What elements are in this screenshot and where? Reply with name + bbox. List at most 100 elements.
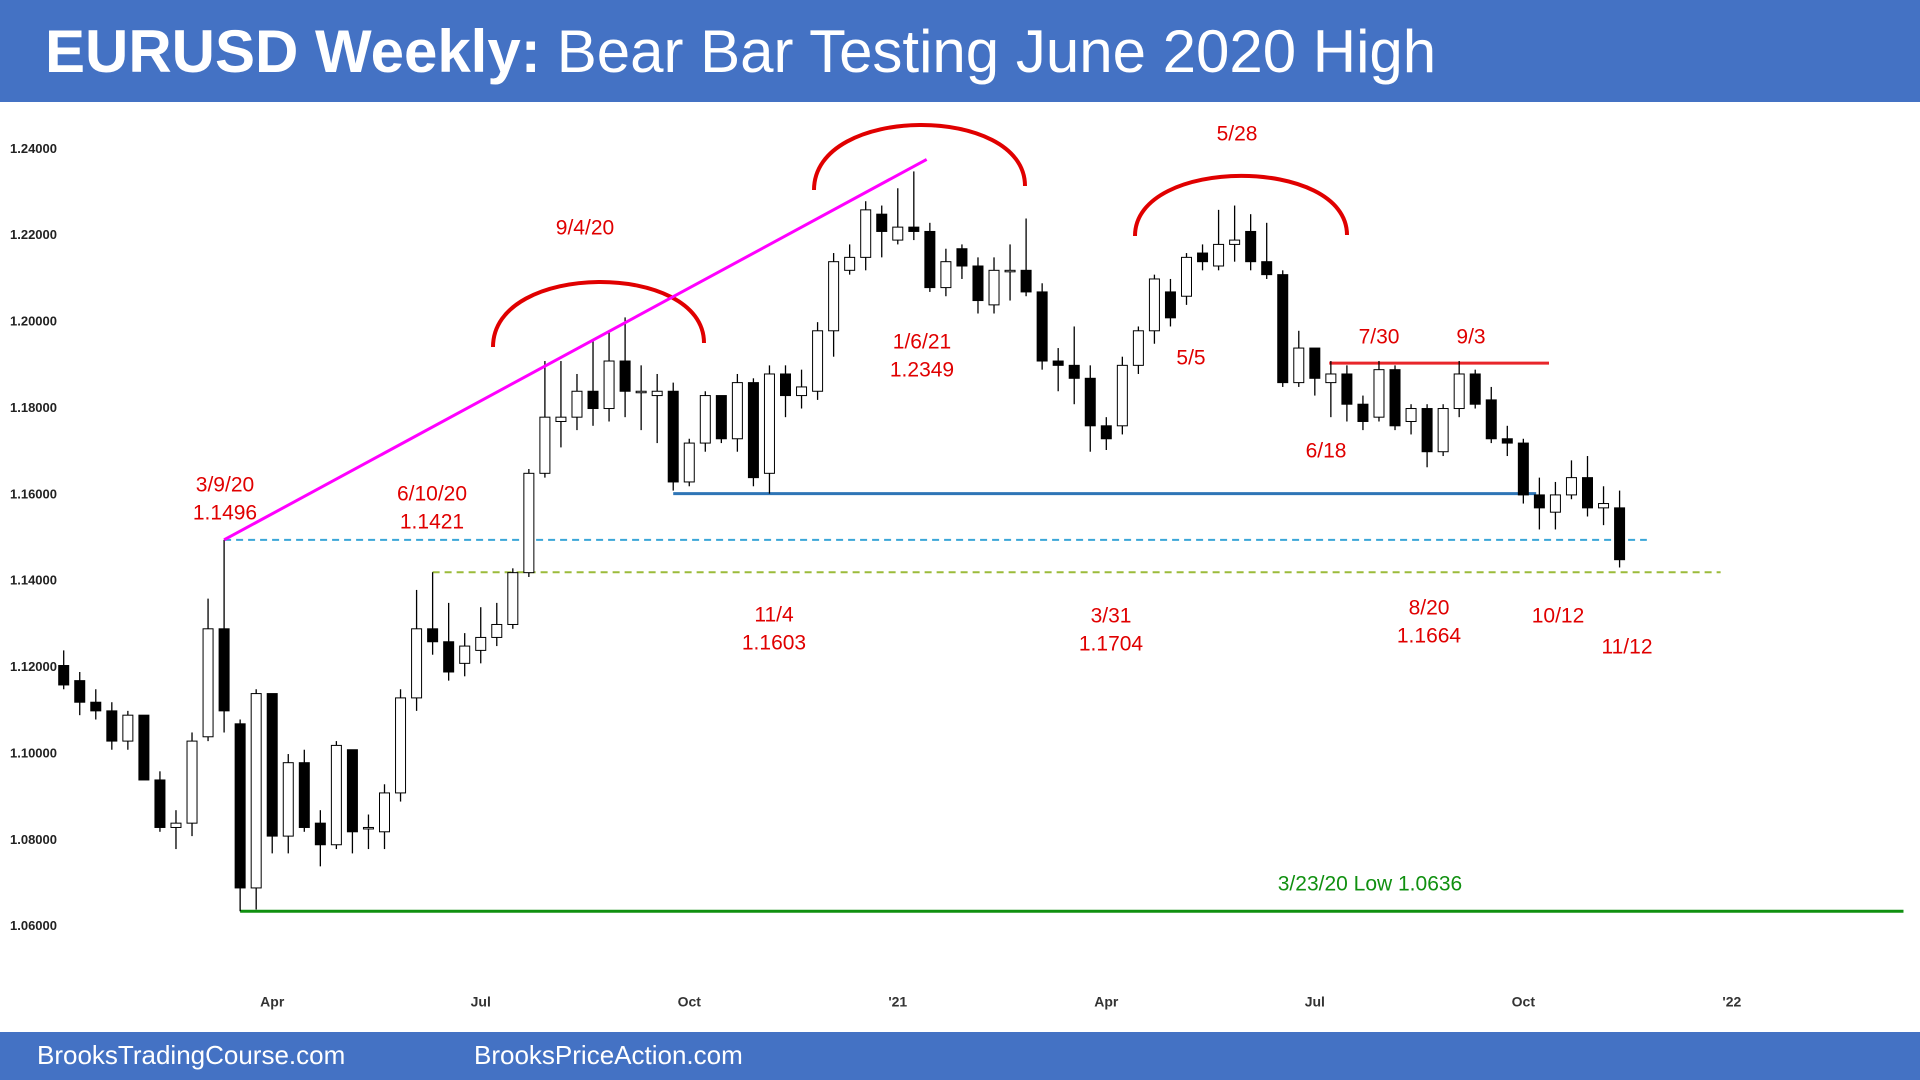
candle-body [1213,243,1225,267]
candle-body [1565,477,1577,496]
annotation: 11/12 [1602,636,1653,659]
candle-body [651,390,663,397]
candle-body [1389,369,1401,427]
candle-body [908,226,920,232]
candle-body [523,472,535,574]
candle-body [1261,261,1273,276]
candle-body [443,641,455,673]
candle-body [1614,507,1626,561]
candle-body [587,390,599,410]
candle-body [1437,408,1449,453]
annotation: 3/9/20 [196,474,254,497]
chart-title: EURUSD Weekly: Bear Bar Testing June 2020… [45,18,1436,85]
candle-body [1164,291,1176,319]
annotation: 10/12 [1532,605,1585,628]
y-tick-label: 1.08000 [10,832,57,847]
candle-body [683,442,695,483]
candle-body [1309,347,1321,379]
annotation: 1.1421 [400,511,464,534]
candle-body [475,636,487,651]
candle-body [1549,494,1561,513]
candle-body [892,226,904,241]
y-tick-label: 1.16000 [10,486,57,501]
candle-body [250,693,262,889]
annotation: 6/10/20 [397,483,467,506]
x-tick-label: Jul [1305,994,1325,1010]
footer-band [0,1032,1920,1080]
candle-body [940,261,952,289]
title-rest: Bear Bar Testing June 2020 High [557,18,1436,85]
arc [812,123,1027,191]
candle-body [1245,230,1257,263]
annotation: 6/18 [1306,440,1347,463]
annotation: 5/28 [1217,123,1258,146]
x-tick-label: Oct [1512,994,1536,1010]
candle-body [1485,399,1497,440]
candle-body [1148,278,1160,332]
candle-body [763,373,775,474]
candle-body [667,390,679,483]
candle-body [1533,494,1545,509]
candle-body [619,360,631,392]
candle-body [747,382,759,479]
candle-body [1100,425,1112,440]
candle-body [427,628,439,643]
y-tick-label: 1.10000 [10,745,57,760]
candle-body [154,779,166,828]
candle-body [988,269,1000,306]
candle-body [1277,274,1289,384]
candle-body [314,822,326,846]
title-bold: EURUSD Weekly: [45,18,541,85]
annotation: 3/23/20 Low 1.0636 [1278,873,1463,896]
y-tick-label: 1.12000 [10,659,57,674]
annotation: 9/4/20 [556,217,614,240]
candle-body [1052,360,1064,366]
candle-body [1501,438,1513,444]
candle-body [1469,373,1481,405]
candle-body [1373,369,1385,418]
arc [1133,173,1349,237]
annotation: 1.1704 [1079,633,1144,656]
candle-body [1453,373,1465,410]
candle-body [1004,269,1016,273]
y-tick-label: 1.14000 [10,573,57,588]
annotation: 1.2349 [890,359,954,382]
candle-body [1517,442,1529,496]
candle-body [1132,330,1144,366]
candle-body [603,360,615,410]
x-tick-label: '21 [888,994,907,1010]
arcs [491,123,1349,348]
candle-body [218,628,230,712]
annotation: 11/4 [754,604,794,627]
candle-body [459,645,471,664]
candle-body [972,265,984,302]
candle-body [138,714,150,781]
candle-body [715,395,727,440]
candle-body [1582,477,1593,509]
candle-body [1325,373,1337,384]
candle-body [796,386,808,397]
x-tick-label: Apr [260,994,285,1010]
candle-body [1084,377,1096,427]
candle-body [346,749,358,833]
y-tick-label: 1.20000 [10,314,57,329]
candle-body [1293,347,1305,384]
y-tick-label: 1.06000 [10,918,57,933]
candle-body [780,373,791,397]
y-tick-label: 1.24000 [10,141,57,156]
footer-link: BrooksPriceAction.com [474,1040,743,1070]
annotation: 1/6/21 [893,331,951,354]
candle-body [1020,269,1032,293]
candle-body [828,261,840,332]
candle-body [635,390,647,394]
candle-body [876,213,888,232]
annotation: 5/5 [1176,347,1205,370]
candle-body [106,710,118,742]
footer-link: BrooksTradingCourse.com [37,1040,345,1070]
annotation: 3/31 [1091,605,1132,628]
candle-body [1116,364,1128,427]
candle-body [266,693,278,837]
annotation: 7/30 [1359,326,1400,349]
candle-body [1197,252,1209,263]
annotation: 1.1496 [193,502,257,525]
